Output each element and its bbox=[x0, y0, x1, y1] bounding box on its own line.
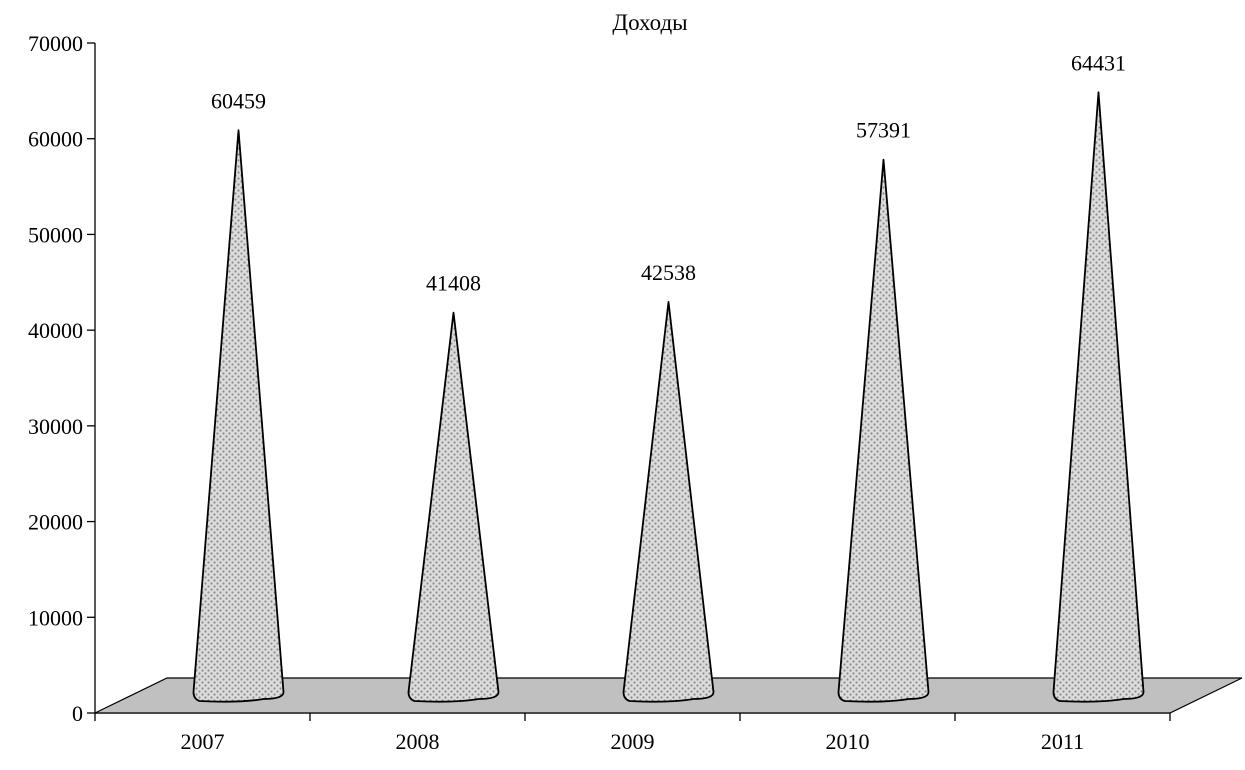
x-tick-label: 2007 bbox=[181, 729, 225, 754]
bar bbox=[1052, 91, 1145, 703]
bar-cone bbox=[622, 300, 715, 703]
bar bbox=[622, 300, 715, 703]
y-tick-label: 60000 bbox=[28, 127, 83, 152]
y-tick-label: 0 bbox=[72, 701, 83, 726]
y-tick-label: 70000 bbox=[28, 31, 83, 56]
y-tick-label: 30000 bbox=[28, 414, 83, 439]
bar bbox=[837, 158, 930, 703]
bar bbox=[192, 129, 285, 703]
bar bbox=[407, 311, 500, 703]
y-tick-label: 20000 bbox=[28, 510, 83, 535]
x-tick-label: 2009 bbox=[611, 729, 655, 754]
bar-cone bbox=[837, 158, 930, 703]
y-tick-label: 50000 bbox=[28, 222, 83, 247]
data-label: 64431 bbox=[1071, 50, 1126, 75]
data-label: 57391 bbox=[856, 118, 911, 143]
bars bbox=[192, 91, 1145, 703]
data-label: 42538 bbox=[641, 260, 696, 285]
x-tick-label: 2008 bbox=[396, 729, 440, 754]
bar-cone bbox=[1052, 91, 1145, 703]
data-label: 41408 bbox=[426, 271, 481, 296]
labels: 2007 2008 2009 2010 2011 60459 41408 42538 57391… bbox=[181, 50, 1127, 754]
bar-cone bbox=[407, 311, 500, 703]
y-tick-label: 40000 bbox=[28, 318, 83, 343]
data-label: 60459 bbox=[211, 88, 266, 113]
bar-cone bbox=[192, 129, 285, 703]
x-tick-label: 2011 bbox=[1041, 729, 1084, 754]
y-tick-label: 10000 bbox=[28, 605, 83, 630]
chart-title: Доходы bbox=[612, 10, 688, 35]
x-tick-label: 2010 bbox=[826, 729, 870, 754]
